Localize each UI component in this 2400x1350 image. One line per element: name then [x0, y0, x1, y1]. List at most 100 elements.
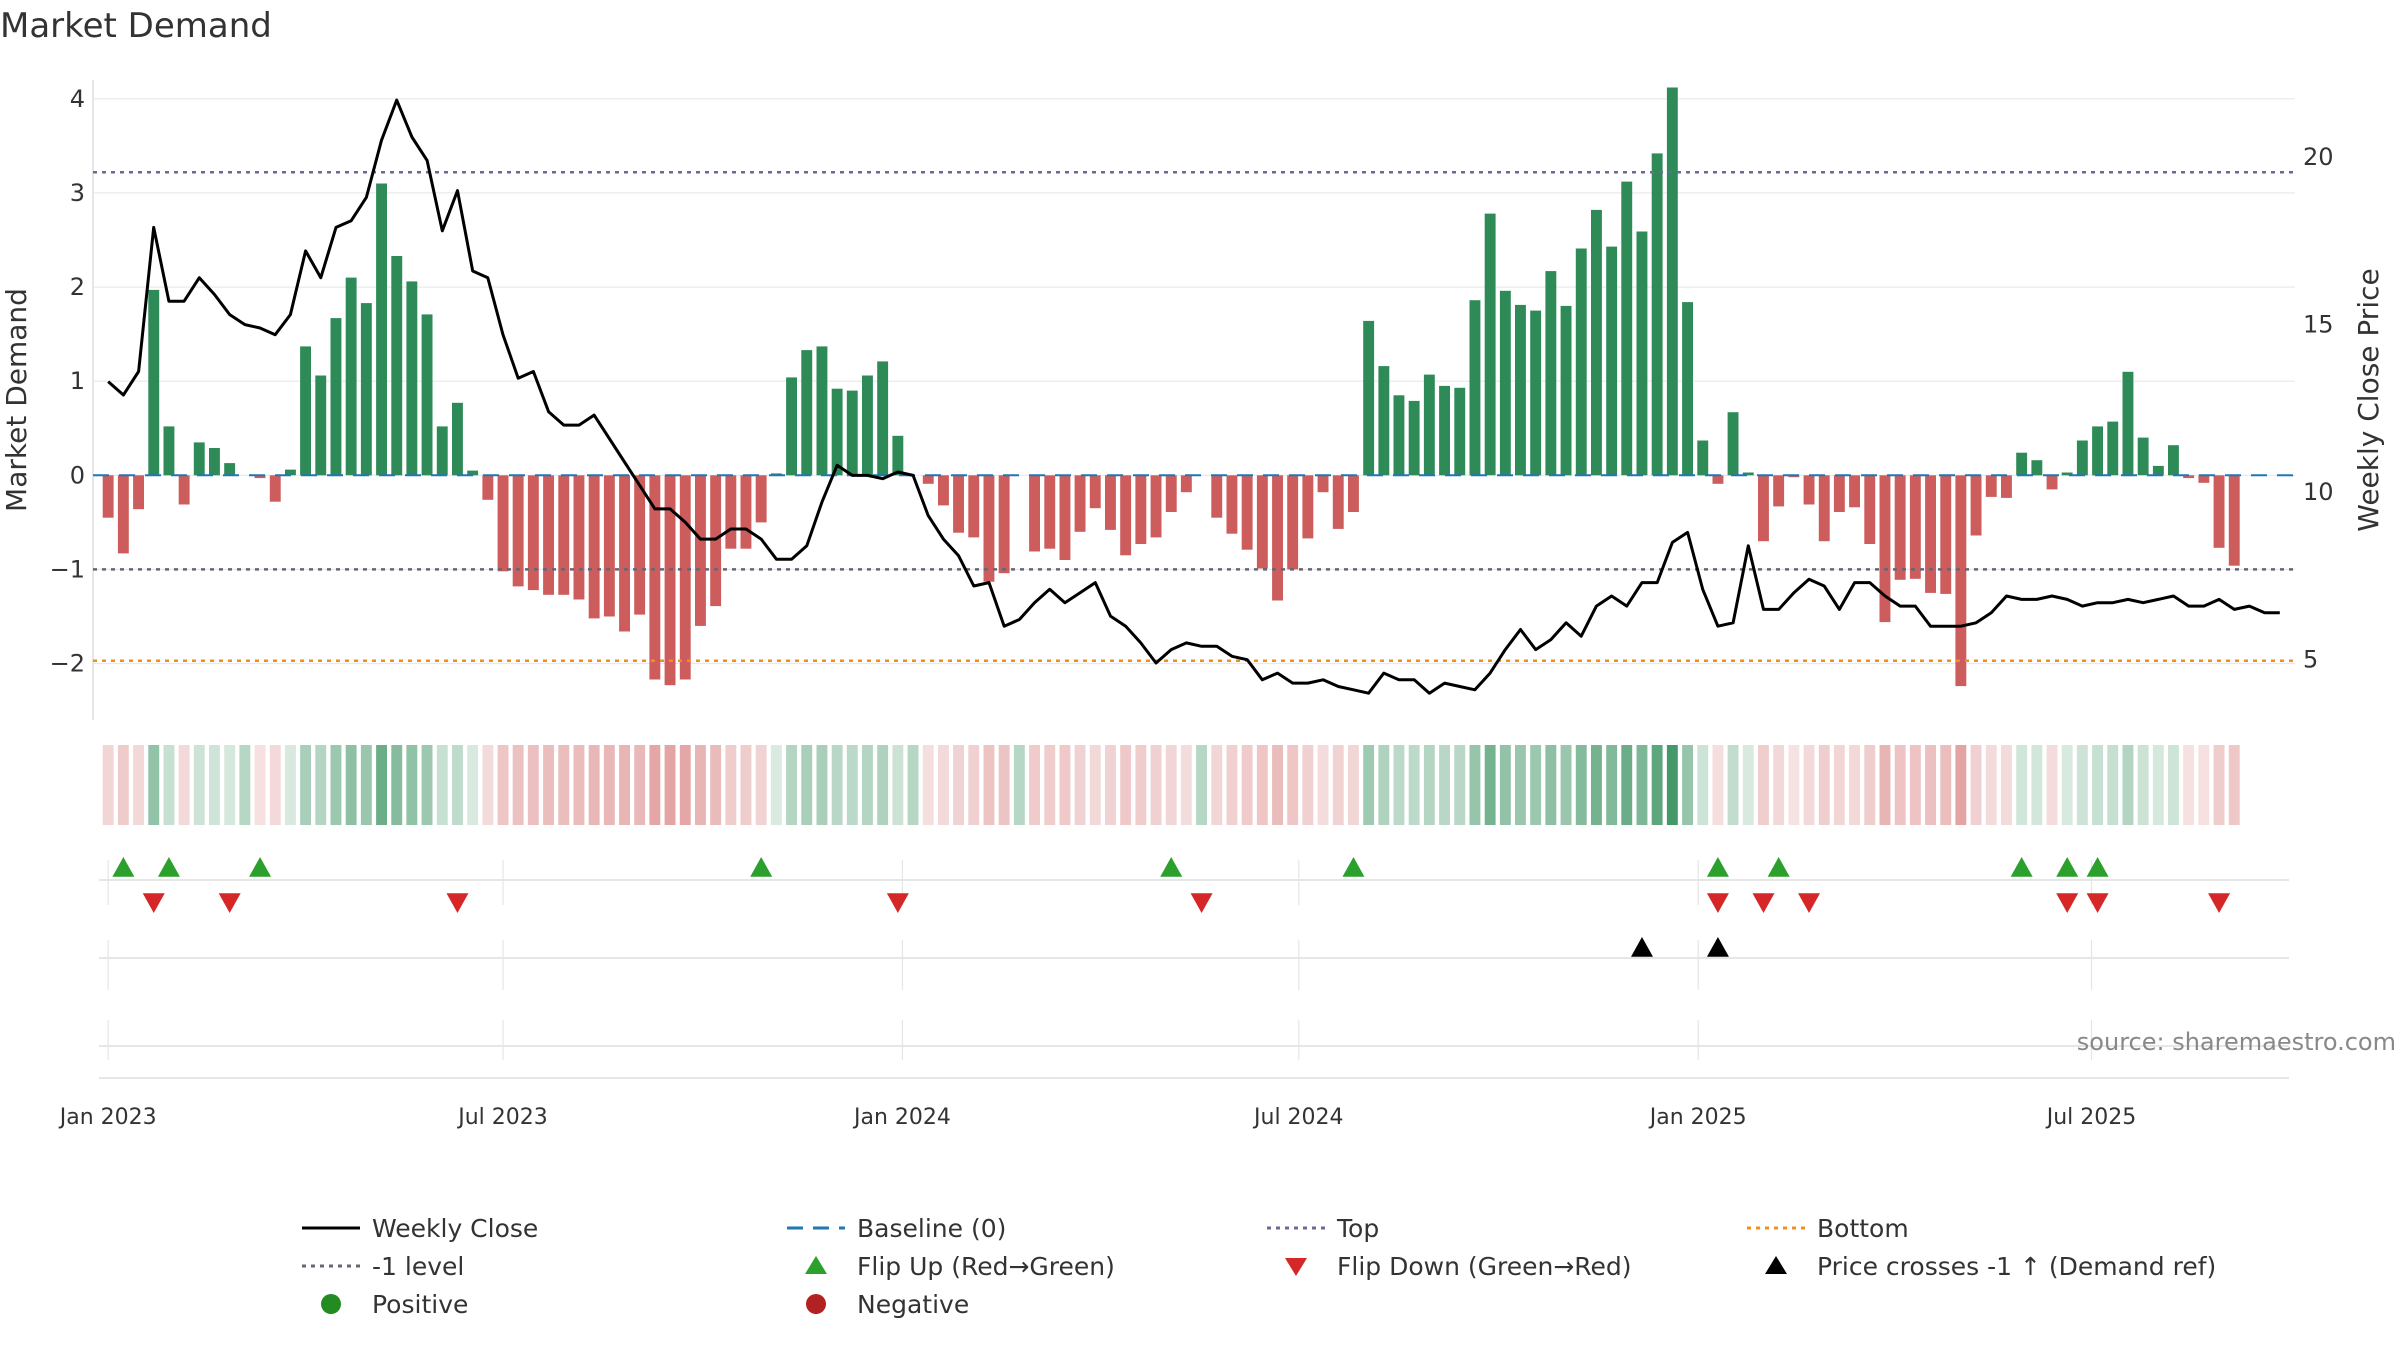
- demand-bar: [1985, 475, 1997, 497]
- demand-bar: [862, 375, 873, 476]
- demand-bar: [482, 475, 494, 500]
- demand-bar: [330, 318, 342, 476]
- flip-up-marker: [2086, 857, 2109, 877]
- demand-bar: [1074, 475, 1086, 532]
- intensity-cell: [1499, 745, 1511, 825]
- demand-bar: [436, 426, 448, 476]
- intensity-cell: [300, 745, 311, 825]
- y-tick-label: 1: [70, 367, 85, 395]
- demand-bar: [1423, 374, 1435, 476]
- demand-bar: [801, 350, 813, 476]
- demand-bar: [1393, 395, 1405, 476]
- intensity-cell: [1135, 745, 1147, 825]
- demand-bar: [1105, 475, 1116, 530]
- intensity-cell: [892, 745, 904, 825]
- flip-up-marker: [2056, 857, 2079, 877]
- demand-bar: [1089, 475, 1101, 509]
- intensity-cell: [148, 745, 160, 825]
- demand-bar: [2152, 465, 2164, 476]
- y-tick-label: 4: [70, 85, 85, 113]
- flip-down-marker: [446, 893, 469, 913]
- intensity-cell: [1742, 745, 1754, 825]
- intensity-cell: [1089, 745, 1101, 825]
- intensity-cell: [1955, 745, 1967, 825]
- intensity-cell: [2213, 745, 2225, 825]
- demand-bar: [1894, 475, 1906, 580]
- demand-bar: [1226, 475, 1238, 534]
- demand-bar: [1408, 400, 1420, 476]
- demand-bar: [2092, 426, 2103, 476]
- demand-bar: [1059, 475, 1071, 560]
- demand-bar: [527, 475, 539, 591]
- demand-bar: [1803, 475, 1815, 505]
- line-swatch-icon: [300, 1210, 362, 1246]
- price-cross-marker: [1706, 937, 1729, 957]
- legend-item-bottom: Bottom: [1745, 1210, 1909, 1246]
- demand-bar: [983, 475, 995, 582]
- demand-bar: [2122, 371, 2134, 476]
- legend-item-price-cross: Price crosses -1 ↑ (Demand ref): [1745, 1248, 2216, 1284]
- intensity-cell: [2092, 745, 2103, 825]
- demand-bar: [1682, 302, 1693, 476]
- intensity-cell: [619, 745, 630, 825]
- source-text: source: sharemaestro.com: [2077, 1028, 2396, 1056]
- intensity-cell: [360, 745, 372, 825]
- demand-bar: [558, 475, 570, 595]
- circle-icon: [300, 1286, 362, 1322]
- demand-bar: [376, 183, 387, 476]
- intensity-cell: [1226, 745, 1238, 825]
- y-tick-label: −2: [50, 650, 85, 678]
- demand-bar: [1484, 213, 1496, 476]
- demand-bar: [1909, 475, 1921, 579]
- intensity-cell: [209, 745, 220, 825]
- x-tick-label: Jul 2023: [456, 1105, 548, 1130]
- intensity-cell: [603, 745, 615, 825]
- intensity-cell: [2001, 745, 2012, 825]
- flip-down-marker: [1752, 893, 1775, 913]
- intensity-cell: [178, 745, 190, 825]
- demand-bar: [1560, 305, 1572, 476]
- intensity-cell: [1879, 745, 1891, 825]
- demand-bar: [2076, 440, 2088, 476]
- demand-bar: [1849, 475, 1860, 508]
- demand-bar: [1606, 246, 1618, 476]
- intensity-cell: [452, 745, 463, 825]
- intensity-cell: [1469, 745, 1481, 825]
- legend-item-negative: Negative: [785, 1286, 969, 1322]
- demand-bar: [755, 475, 767, 523]
- demand-bar: [892, 435, 904, 476]
- demand-bar: [452, 402, 463, 476]
- demand-bar: [1621, 181, 1633, 476]
- legend-item-flip-down: Flip Down (Green→Red): [1265, 1248, 1632, 1284]
- intensity-cell: [1545, 745, 1557, 825]
- demand-bar: [1135, 475, 1147, 544]
- circle-icon: [785, 1286, 847, 1322]
- intensity-cell: [1256, 745, 1268, 825]
- intensity-cell: [1393, 745, 1405, 825]
- intensity-cell: [1803, 745, 1815, 825]
- demand-bar: [315, 375, 327, 476]
- intensity-cell: [1818, 745, 1830, 825]
- demand-bar: [2016, 452, 2028, 476]
- demand-bar: [1545, 271, 1557, 476]
- demand-bar: [938, 475, 949, 506]
- intensity-cell: [1515, 745, 1526, 825]
- legend-item-minus-one-level: -1 level: [300, 1248, 464, 1284]
- intensity-cell: [436, 745, 448, 825]
- demand-bar: [285, 469, 296, 476]
- demand-bar: [2228, 475, 2240, 566]
- demand-bar: [1454, 387, 1466, 476]
- demand-bar: [178, 475, 190, 505]
- intensity-cell: [1317, 745, 1329, 825]
- intensity-cell: [330, 745, 342, 825]
- flip-down-marker: [2056, 893, 2079, 913]
- intensity-cell: [846, 745, 858, 825]
- intensity-cell: [755, 745, 767, 825]
- intensity-cell: [877, 745, 889, 825]
- demand-bar: [1833, 475, 1845, 512]
- intensity-cell: [1044, 745, 1056, 825]
- flip-up-marker: [1767, 857, 1790, 877]
- intensity-cell: [2046, 745, 2058, 825]
- demand-bar: [1773, 475, 1785, 507]
- demand-bar: [1272, 475, 1283, 601]
